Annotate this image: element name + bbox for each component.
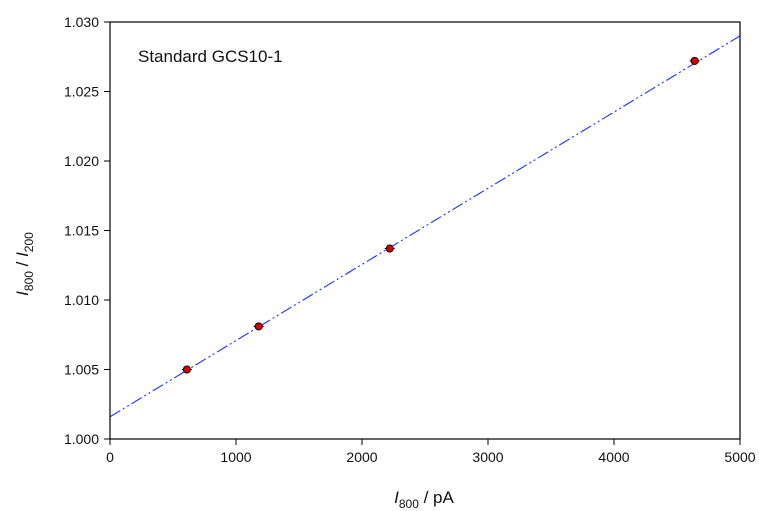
x-tick-label: 3000: [472, 449, 503, 465]
y-tick-label: 1.030: [64, 14, 99, 30]
points-layer: [181, 56, 700, 374]
x-tick-label: 0: [106, 449, 114, 465]
y-tick-label: 1.005: [64, 362, 99, 378]
x-tick-label: 1000: [220, 449, 251, 465]
data-point: [182, 365, 191, 374]
chart-annotation: Standard GCS10-1: [138, 47, 283, 66]
y-axis-den-subscript: 200: [22, 232, 36, 252]
x-axis-unit: / pA: [419, 488, 455, 507]
data-point: [254, 322, 263, 331]
y-tick-label: 1.020: [64, 153, 99, 169]
y-axis-num-subscript: 800: [22, 271, 36, 291]
x-tick-label: 4000: [598, 449, 629, 465]
y-tick-label: 1.000: [64, 431, 99, 447]
x-tick-label: 2000: [346, 449, 377, 465]
fit-line: [109, 35, 741, 418]
ticks-layer: 0 1000 2000 3000 4000 5000 1.000 1.005 1.010 1.01…: [64, 14, 756, 465]
y-axis-num-symbol: I: [13, 291, 32, 296]
y-axis-title: I800 / I200: [13, 232, 36, 296]
y-tick-label: 1.010: [64, 292, 99, 308]
y-tick-label: 1.015: [64, 223, 99, 239]
plot-frame: [109, 21, 741, 440]
x-tick-label: 5000: [724, 449, 755, 465]
x-axis-subscript: 800: [399, 497, 419, 511]
fit-layer: [109, 35, 741, 418]
y-axis-den-symbol: I: [13, 252, 32, 257]
data-point: [690, 56, 699, 65]
x-axis-title: I800 / pA: [394, 488, 454, 511]
data-point: [385, 244, 394, 253]
y-axis-separator: /: [13, 257, 32, 271]
x-axis-symbol: I: [394, 488, 399, 507]
y-tick-label: 1.025: [64, 84, 99, 100]
